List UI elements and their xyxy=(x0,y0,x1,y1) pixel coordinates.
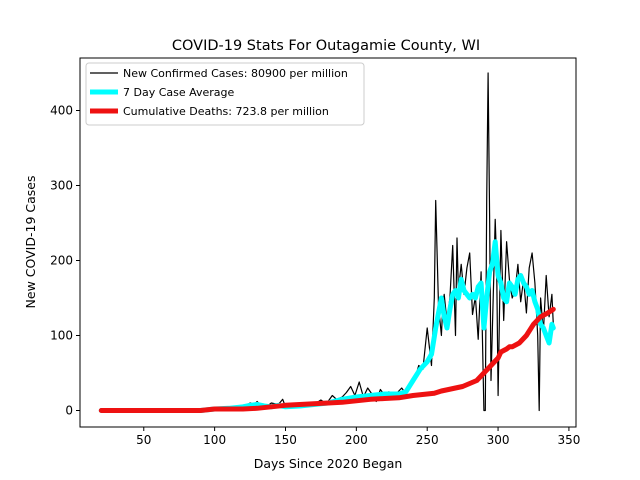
legend: New Confirmed Cases: 80900 per million 7… xyxy=(85,62,365,126)
x-tick-label: 50 xyxy=(136,433,151,447)
legend-label-7-day-average: 7 Day Case Average xyxy=(123,86,235,99)
y-axis-label: New COVID-19 Cases xyxy=(23,176,38,309)
legend-box xyxy=(85,62,365,126)
y-tick-label: 0 xyxy=(65,404,73,418)
x-tick-label: 100 xyxy=(203,433,226,447)
chart-title: COVID-19 Stats For Outagamie County, WI xyxy=(172,38,480,54)
y-tick-label: 300 xyxy=(50,179,73,193)
x-tick-label: 200 xyxy=(345,433,368,447)
legend-label-new-cases: New Confirmed Cases: 80900 per million xyxy=(123,67,348,80)
y-tick-label: 400 xyxy=(50,104,73,118)
y-tick-label: 200 xyxy=(50,254,73,268)
x-axis-label: Days Since 2020 Began xyxy=(254,456,403,471)
x-tick-label: 150 xyxy=(274,433,297,447)
axes-frame xyxy=(79,57,577,428)
series-cumulative-deaths xyxy=(98,306,556,413)
x-tick-label: 350 xyxy=(557,433,580,447)
legend-label-cumulative-deaths: Cumulative Deaths: 723.8 per million xyxy=(123,105,329,118)
x-axis: 50 100 150 200 250 300 350 xyxy=(136,427,580,447)
plot-area xyxy=(98,72,556,413)
x-tick-label: 300 xyxy=(487,433,510,447)
y-tick-label: 100 xyxy=(50,329,73,343)
x-tick-label: 250 xyxy=(416,433,439,447)
y-axis: 0 100 200 300 400 xyxy=(50,104,80,418)
